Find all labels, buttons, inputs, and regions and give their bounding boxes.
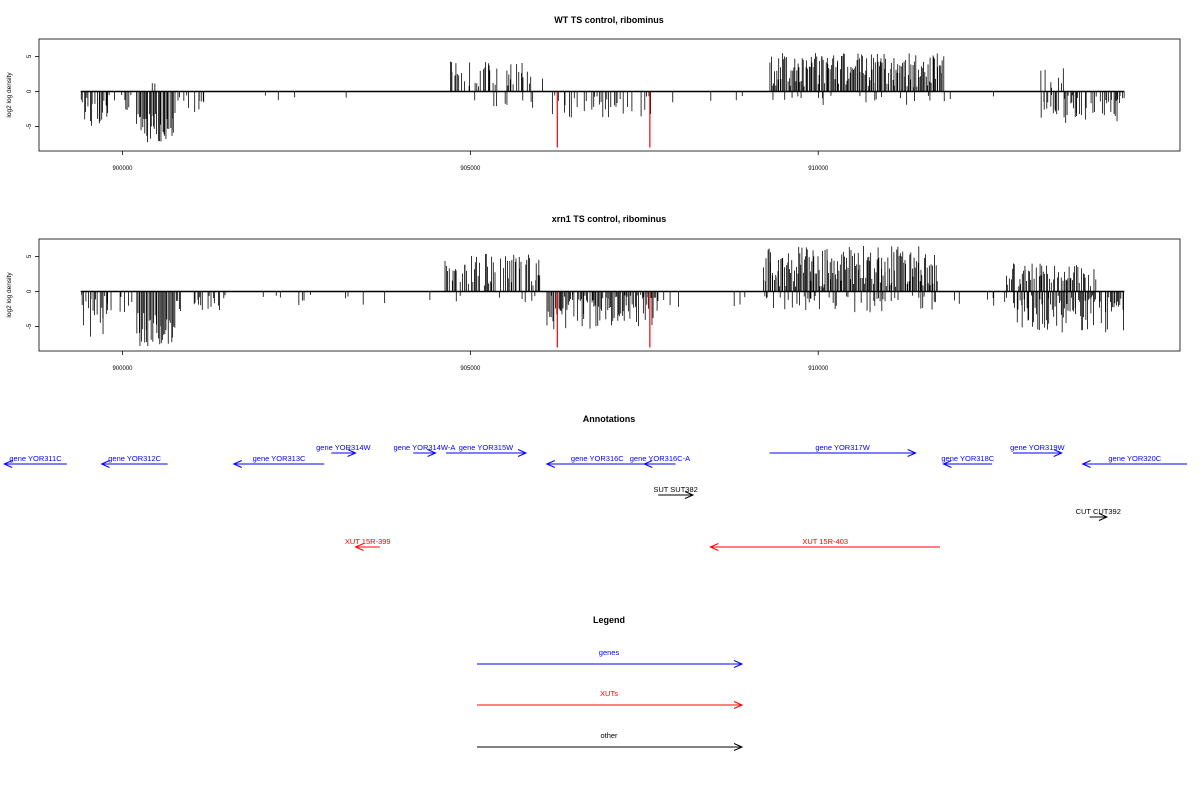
legend-label: other — [600, 731, 618, 740]
annotation-label: gene YOR317W — [815, 443, 870, 452]
coverage-panel-wt: WT TS control, ribominus log2 log densit… — [6, 15, 1181, 172]
arrow-head — [427, 449, 437, 457]
annotation-arrow — [643, 460, 676, 468]
annotation-label: gene YOR313C — [253, 454, 306, 463]
x-axis: 900000 905000 910000 — [112, 351, 829, 372]
annotation-label: SUT SUT382 — [653, 485, 697, 494]
arrow-head — [1098, 513, 1109, 521]
annotation-arrow — [354, 543, 380, 551]
arrow-head — [733, 701, 744, 709]
x-tick-label: 905000 — [460, 366, 481, 372]
annotation-arrow — [769, 449, 917, 457]
arrow-head — [643, 460, 653, 468]
plot-frame — [38, 38, 1181, 152]
y-tick-label: 0 — [27, 89, 33, 93]
annotation-label: gene YOR316C — [571, 454, 624, 463]
y-axis-label: log2 log density — [6, 272, 13, 318]
annotation-label: gene YOR314W — [316, 443, 371, 452]
annotation-arrow — [658, 491, 695, 499]
marker-lines — [556, 91, 651, 148]
annotation-arrow — [413, 449, 437, 457]
arrow-head — [733, 660, 744, 668]
legend-label: XUTs — [600, 689, 618, 698]
plot-frame — [38, 238, 1181, 352]
legend-arrow — [477, 701, 744, 709]
arrow-head — [1053, 449, 1063, 457]
annotation-arrow — [232, 460, 325, 468]
x-tick-label: 905000 — [460, 166, 481, 172]
annotation-label: gene YOR312C — [108, 454, 161, 463]
arrow-head — [517, 449, 528, 457]
arrow-head — [100, 460, 110, 468]
annotation-arrow — [942, 460, 993, 468]
annotation-label: gene YOR314W-A — [394, 443, 456, 452]
arrow-head — [907, 449, 917, 457]
annotation-items: gene YOR311C gene YOR312C gene YOR313C gene… — [2, 443, 1187, 551]
annotation-arrow — [1081, 460, 1187, 468]
x-axis: 900000 905000 910000 — [112, 151, 829, 172]
x-tick-label: 900000 — [112, 366, 133, 372]
annotation-arrow — [100, 460, 168, 468]
legend-items: genes XUTs other — [477, 648, 744, 751]
arrow-head — [2, 460, 13, 468]
annotation-label: gene YOR320C — [1108, 454, 1161, 463]
arrow-head — [545, 460, 556, 468]
arrow-head — [232, 460, 243, 468]
annotation-arrow — [1089, 513, 1109, 521]
annotation-label: XUT 15R-403 — [802, 537, 848, 546]
x-tick-label: 900000 — [112, 166, 133, 172]
x-tick-label: 910000 — [808, 366, 829, 372]
annotation-label: gene YOR318C — [941, 454, 994, 463]
marker-lines — [556, 291, 651, 348]
y-tick-label: -5 — [27, 323, 33, 329]
y-axis-label: log2 log density — [6, 72, 13, 118]
y-tick-label: 0 — [27, 289, 33, 293]
annotation-arrow — [709, 543, 940, 551]
arrow-head — [347, 449, 357, 457]
y-tick-label: 5 — [27, 254, 33, 258]
arrow-head — [733, 743, 744, 751]
panel-title: WT TS control, ribominus — [554, 15, 664, 25]
coverage-bars — [80, 53, 1125, 143]
annotations-title: Annotations — [583, 414, 636, 424]
legend: Legend genes XUTs other — [477, 615, 744, 751]
legend-arrow — [477, 743, 744, 751]
legend-title: Legend — [593, 615, 625, 625]
annotation-arrow — [331, 449, 357, 457]
annotation-arrow — [2, 460, 67, 468]
x-tick-label: 910000 — [808, 166, 829, 172]
legend-arrow — [477, 660, 744, 668]
y-tick-label: 5 — [27, 54, 33, 58]
arrow-head — [1081, 460, 1091, 468]
annotation-label: gene YOR316C-A — [630, 454, 690, 463]
arrow-head — [354, 543, 364, 551]
legend-label: genes — [599, 648, 620, 657]
annotation-arrow — [446, 449, 528, 457]
annotation-label: XUT 15R-399 — [345, 537, 391, 546]
annotation-arrow — [1013, 449, 1063, 457]
annotation-label: gene YOR315W — [459, 443, 514, 452]
y-axis: -5 0 5 — [27, 254, 39, 329]
y-tick-label: -5 — [27, 123, 33, 129]
annotation-label: gene YOR319W — [1010, 443, 1065, 452]
annotation-arrow — [545, 460, 648, 468]
coverage-bars — [81, 246, 1124, 347]
coverage-panel-xrn1: xrn1 TS control, ribominus log2 log dens… — [6, 214, 1181, 372]
annotation-label: CUT CUT392 — [1076, 507, 1121, 516]
arrow-head — [684, 491, 695, 499]
panel-title: xrn1 TS control, ribominus — [552, 214, 667, 224]
arrow-head — [942, 460, 952, 468]
y-axis: -5 0 5 — [27, 54, 39, 129]
annotations-track: Annotations gene YOR311C gene YOR312C gene… — [2, 414, 1187, 551]
arrow-head — [709, 543, 719, 551]
annotation-label: gene YOR311C — [9, 454, 62, 463]
